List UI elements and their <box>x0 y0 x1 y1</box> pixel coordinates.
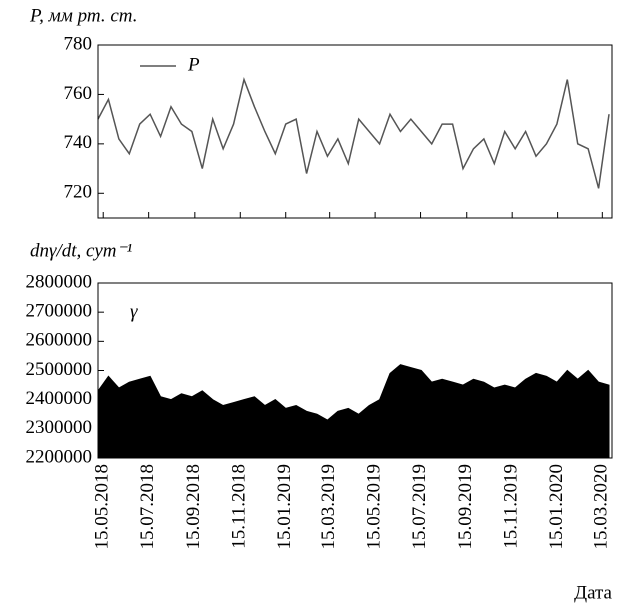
plot-frame <box>97 44 613 219</box>
y-tick-label: 2300000 <box>26 417 93 438</box>
y-tick-label: 2200000 <box>26 446 93 467</box>
chart-title: dnγ/dt, сут⁻¹ <box>30 240 133 261</box>
x-tick-label: 15.11.2018 <box>229 464 250 549</box>
x-tick-label: 15.03.2019 <box>318 464 339 550</box>
y-tick-label: 2800000 <box>26 271 93 292</box>
y-tick-label: 760 <box>64 83 93 104</box>
x-tick-label: 15.05.2018 <box>92 464 113 550</box>
x-tick-label: 15.09.2019 <box>455 464 476 550</box>
y-tick-label: 2400000 <box>26 388 93 409</box>
y-tick-label: 2600000 <box>26 330 93 351</box>
x-tick-label: 15.07.2018 <box>137 464 158 550</box>
legend-label: γ <box>130 301 138 322</box>
x-tick-label: 15.09.2018 <box>183 464 204 550</box>
x-tick-label: 15.03.2020 <box>591 464 612 550</box>
legend-label: P <box>187 54 200 75</box>
x-tick-label: 15.05.2019 <box>363 464 384 550</box>
x-tick-label: 15.11.2019 <box>501 464 522 549</box>
x-axis-label: Дата <box>574 582 612 603</box>
y-tick-label: 780 <box>64 33 93 54</box>
y-tick-label: 2500000 <box>26 359 93 380</box>
line <box>97 77 610 189</box>
x-tick-label: 15.01.2019 <box>274 464 295 550</box>
x-tick-label: 15.07.2019 <box>409 464 430 550</box>
y-tick-label: 2700000 <box>26 301 93 322</box>
chart-title: P, мм рт. ст. <box>29 5 138 26</box>
area <box>97 364 610 459</box>
x-tick-label: 15.01.2020 <box>546 464 567 550</box>
y-tick-label: 720 <box>64 182 93 203</box>
y-tick-label: 740 <box>64 132 93 153</box>
